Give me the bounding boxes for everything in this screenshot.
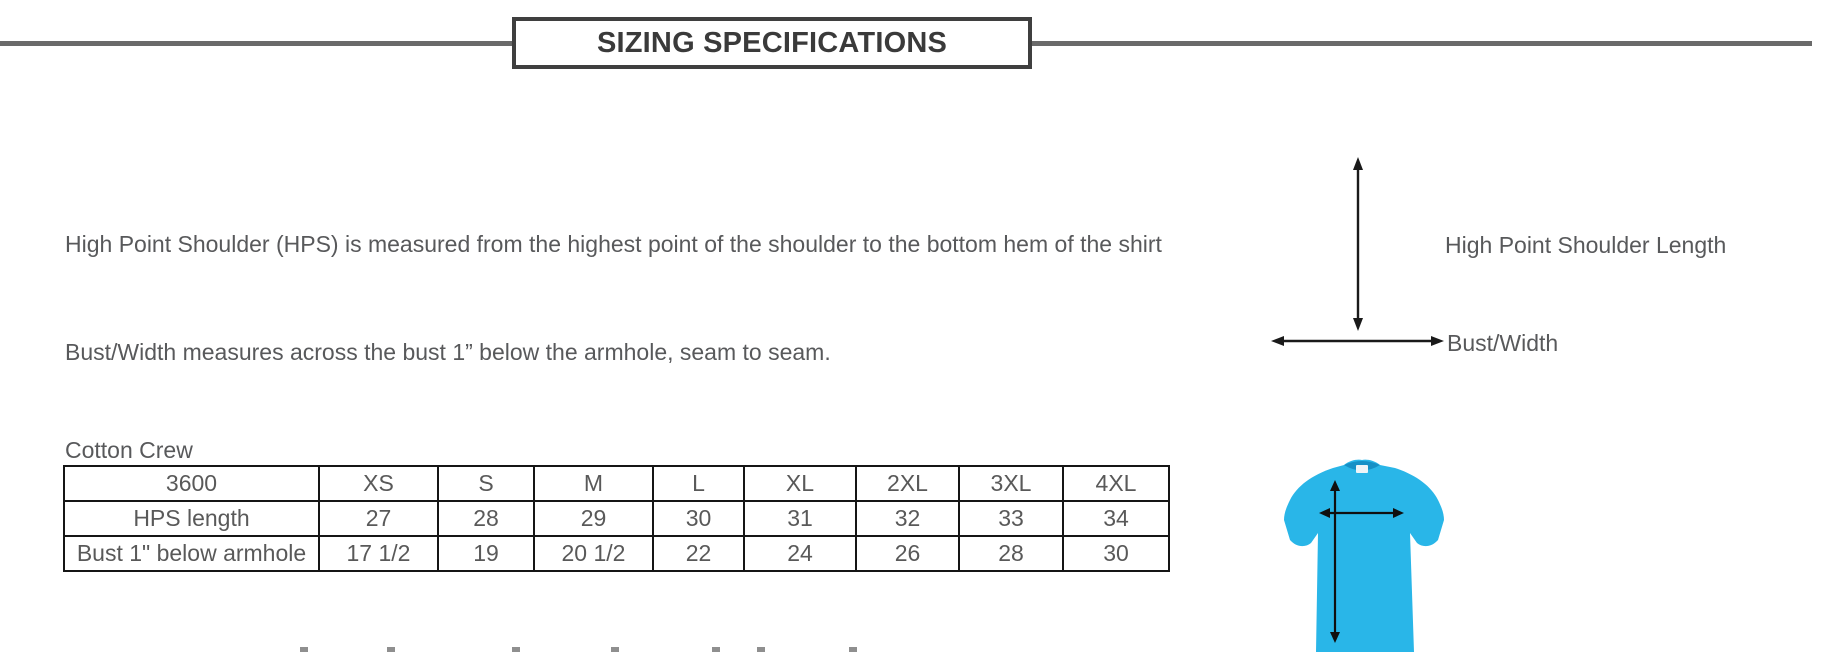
size-header-cell: L xyxy=(652,465,745,502)
row-label-cell: HPS length xyxy=(63,500,320,537)
tshirt-neck-tag xyxy=(1356,465,1368,473)
cut-off-letter-top xyxy=(849,647,857,652)
size-header-cell: XS xyxy=(318,465,439,502)
value-cell: 24 xyxy=(743,535,857,572)
size-header-cell: M xyxy=(533,465,654,502)
cut-off-letter-top xyxy=(387,647,395,652)
value-cell: 30 xyxy=(1062,535,1170,572)
style-number-cell: 3600 xyxy=(63,465,320,502)
page-title-box: SIZING SPECIFICATIONS xyxy=(512,17,1032,69)
hps-length-label: High Point Shoulder Length xyxy=(1445,232,1727,258)
header-rule-right xyxy=(1032,41,1812,46)
measurement-arrows-diagram xyxy=(1271,157,1444,346)
value-cell: 26 xyxy=(855,535,960,572)
size-header-cell: S xyxy=(437,465,535,502)
value-cell: 20 1/2 xyxy=(533,535,654,572)
value-cell: 33 xyxy=(958,500,1064,537)
bust-description-text: Bust/Width measures across the bust 1” b… xyxy=(65,339,831,365)
value-cell: 28 xyxy=(958,535,1064,572)
size-header-cell: 4XL xyxy=(1062,465,1170,502)
value-cell: 19 xyxy=(437,535,535,572)
cut-off-letter-top xyxy=(512,647,520,652)
tshirt-measurement-arrows xyxy=(1319,480,1404,643)
cut-off-letter-top xyxy=(757,647,765,652)
page-title: SIZING SPECIFICATIONS xyxy=(596,26,948,59)
size-header-cell: XL xyxy=(743,465,857,502)
cut-off-letter-top xyxy=(712,647,720,652)
double-arrow-icons xyxy=(1271,157,1444,346)
value-cell: 30 xyxy=(652,500,745,537)
value-cell: 27 xyxy=(318,500,439,537)
value-cell: 28 xyxy=(437,500,535,537)
value-cell: 29 xyxy=(533,500,654,537)
sizing-table: 3600 XS S M L XL 2XL 3XL 4XL HPS length … xyxy=(63,465,1170,572)
hps-length-row: HPS length 27 28 29 30 31 32 33 34 xyxy=(63,500,1170,537)
tshirt-body xyxy=(1284,459,1444,652)
value-cell: 32 xyxy=(855,500,960,537)
row-label-cell: Bust 1" below armhole xyxy=(63,535,320,572)
tshirt-image xyxy=(1284,459,1444,652)
value-cell: 34 xyxy=(1062,500,1170,537)
cut-off-letter-top xyxy=(611,647,619,652)
value-cell: 31 xyxy=(743,500,857,537)
table-header-row: 3600 XS S M L XL 2XL 3XL 4XL xyxy=(63,465,1170,502)
bust-width-row: Bust 1" below armhole 17 1/2 19 20 1/2 2… xyxy=(63,535,1170,572)
header-rule-left xyxy=(0,41,512,46)
value-cell: 22 xyxy=(652,535,745,572)
cut-off-letter-top xyxy=(300,647,308,652)
size-header-cell: 3XL xyxy=(958,465,1064,502)
hps-description-text: High Point Shoulder (HPS) is measured fr… xyxy=(65,231,1162,257)
size-header-cell: 2XL xyxy=(855,465,960,502)
bust-width-label: Bust/Width xyxy=(1447,330,1559,356)
table-caption: Cotton Crew xyxy=(65,437,193,463)
value-cell: 17 1/2 xyxy=(318,535,439,572)
